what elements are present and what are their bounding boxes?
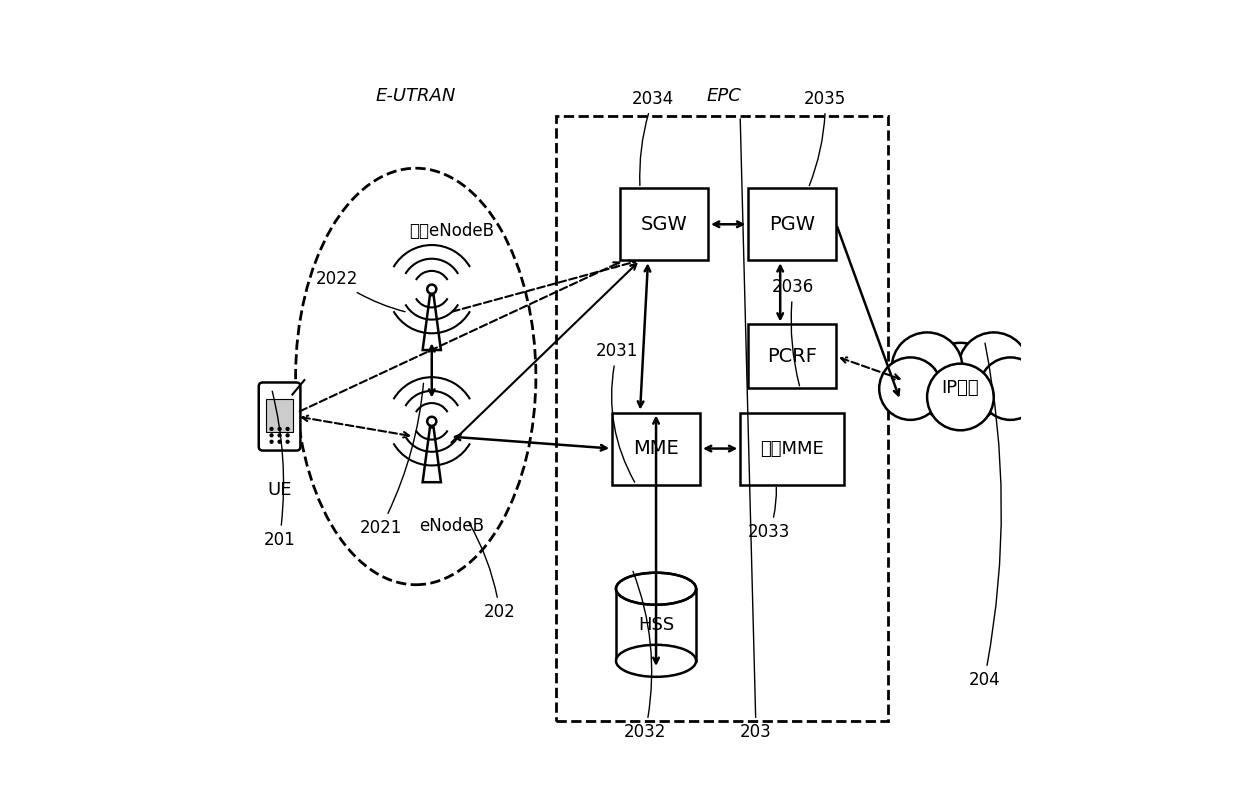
Text: SGW: SGW	[641, 215, 687, 234]
Circle shape	[286, 441, 289, 443]
Ellipse shape	[616, 573, 696, 605]
Text: 201: 201	[264, 391, 295, 549]
Text: 2034: 2034	[632, 91, 675, 186]
Circle shape	[428, 284, 436, 294]
FancyBboxPatch shape	[740, 413, 844, 485]
Circle shape	[919, 343, 1002, 426]
Text: 2031: 2031	[596, 343, 639, 482]
Text: PGW: PGW	[769, 215, 815, 234]
FancyBboxPatch shape	[613, 413, 701, 485]
FancyBboxPatch shape	[620, 188, 708, 260]
FancyBboxPatch shape	[748, 324, 836, 388]
Text: PCRF: PCRF	[768, 347, 817, 366]
Text: HSS: HSS	[637, 616, 675, 634]
Text: 2035: 2035	[805, 91, 847, 186]
Circle shape	[879, 357, 941, 420]
Circle shape	[286, 428, 289, 430]
Circle shape	[892, 332, 962, 403]
Text: IP业务: IP业务	[941, 380, 980, 397]
Text: 2021: 2021	[360, 383, 424, 537]
Circle shape	[980, 357, 1042, 420]
Text: eNodeB: eNodeB	[419, 517, 485, 534]
Text: MME: MME	[634, 439, 680, 458]
FancyBboxPatch shape	[259, 383, 300, 450]
Circle shape	[928, 364, 993, 430]
Text: 2022: 2022	[316, 271, 405, 312]
Bar	[616, 589, 696, 661]
Text: EPC: EPC	[707, 87, 742, 105]
Text: E-UTRAN: E-UTRAN	[376, 87, 456, 105]
Polygon shape	[423, 428, 441, 482]
Bar	[265, 399, 293, 433]
Text: 2032: 2032	[624, 571, 666, 741]
Text: 其它MME: 其它MME	[760, 440, 825, 457]
Circle shape	[278, 428, 281, 430]
Text: 2036: 2036	[773, 279, 815, 386]
Text: 203: 203	[740, 119, 771, 741]
Circle shape	[270, 434, 273, 437]
Text: 202: 202	[469, 523, 516, 621]
Circle shape	[959, 332, 1029, 403]
Circle shape	[286, 434, 289, 437]
Text: 其它eNodeB: 其它eNodeB	[409, 223, 495, 240]
Text: 204: 204	[968, 343, 1002, 689]
Polygon shape	[423, 296, 441, 350]
Text: 2033: 2033	[748, 487, 791, 541]
Circle shape	[270, 428, 273, 430]
Circle shape	[428, 417, 436, 426]
Circle shape	[270, 441, 273, 443]
Text: UE: UE	[268, 481, 291, 498]
FancyBboxPatch shape	[748, 188, 836, 260]
Ellipse shape	[616, 645, 696, 677]
Circle shape	[278, 441, 281, 443]
Circle shape	[278, 434, 281, 437]
